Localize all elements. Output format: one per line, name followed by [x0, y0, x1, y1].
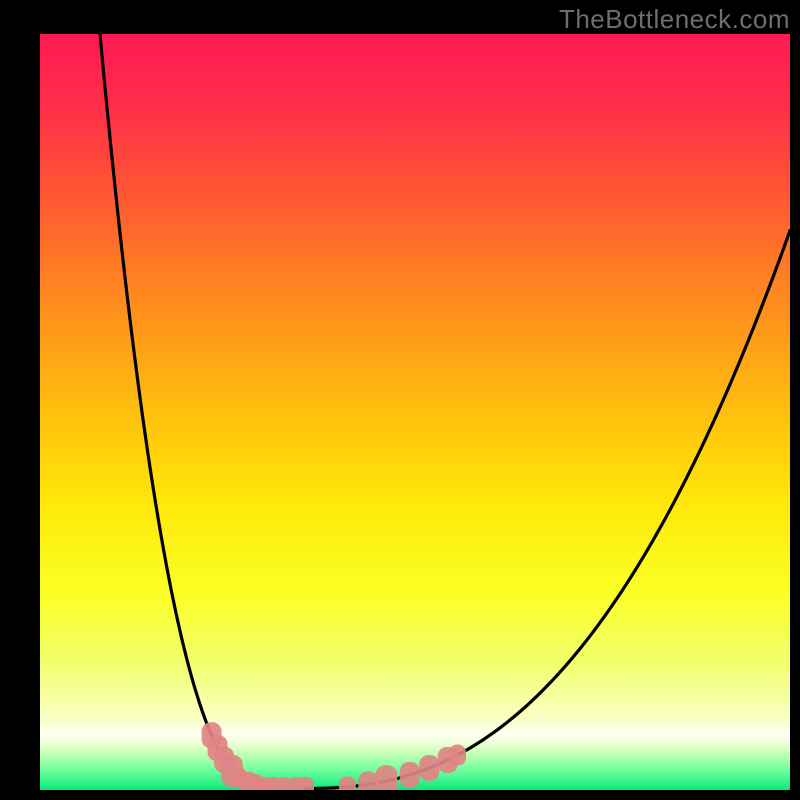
- curve-marker: [449, 745, 466, 766]
- watermark-text: TheBottleneck.com: [559, 4, 790, 35]
- plot-area: [40, 34, 790, 790]
- curve-marker: [419, 755, 439, 781]
- curve-marker: [375, 765, 397, 790]
- plot-background: [40, 34, 790, 790]
- chart-stage: TheBottleneck.com: [0, 0, 800, 800]
- curve-marker: [358, 771, 378, 790]
- plot-svg: [40, 34, 790, 790]
- curve-marker: [400, 762, 420, 788]
